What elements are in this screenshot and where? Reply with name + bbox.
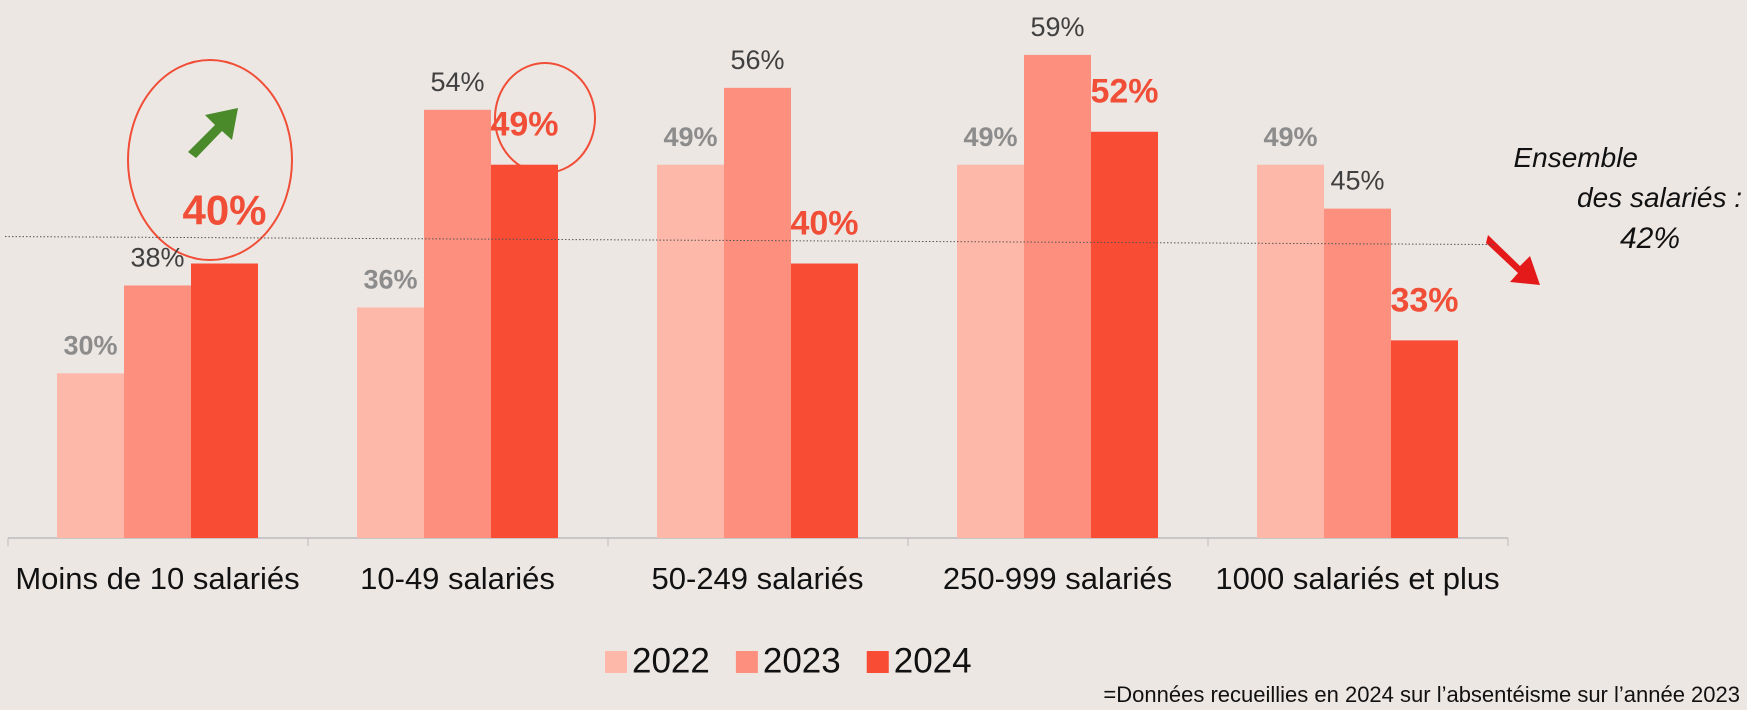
bar (191, 263, 258, 538)
data-label: 49% (963, 122, 1017, 152)
bar (1091, 131, 1158, 538)
data-label: 52% (1090, 73, 1158, 111)
reference-value-label: 42% (1620, 222, 1680, 255)
x-tick-label: 50-249 salariés (651, 561, 864, 596)
x-tick-label: 10-49 salariés (360, 561, 555, 596)
up-arrow (188, 108, 238, 158)
bar (1257, 164, 1324, 538)
highlight-circle (127, 59, 293, 261)
legend-label: 2023 (763, 641, 841, 680)
bar (1324, 208, 1391, 538)
data-label: 40% (182, 187, 266, 234)
data-label: 38% (130, 243, 184, 273)
bar (791, 263, 858, 538)
reference-label: Ensemble des salariés : (1513, 142, 1742, 213)
x-tick-label: 250-999 salariés (942, 561, 1173, 596)
legend-swatch (735, 651, 758, 673)
legend-swatch (605, 651, 627, 673)
data-label: 40% (790, 204, 858, 242)
data-label: 49% (1263, 122, 1317, 152)
bar (1391, 340, 1458, 538)
data-label: 49% (490, 106, 558, 144)
bar (957, 164, 1024, 538)
footnote: =Données recueillies en 2024 sur l’absen… (1103, 682, 1740, 707)
legend-label: 2022 (632, 641, 710, 680)
data-label: 54% (430, 67, 484, 97)
legend-label: 2024 (894, 641, 972, 680)
x-tick-label: 1000 salariés et plus (1215, 561, 1500, 596)
bar (491, 164, 558, 538)
bar (657, 164, 724, 538)
data-label: 30% (63, 330, 117, 360)
data-label: 45% (1330, 166, 1384, 196)
bar (124, 285, 191, 538)
data-label: 33% (1390, 281, 1458, 319)
data-label: 59% (1030, 12, 1084, 42)
down-arrow (1486, 235, 1540, 285)
bar (424, 109, 491, 538)
data-label: 56% (730, 45, 784, 75)
bar (57, 373, 124, 538)
bar (357, 307, 424, 538)
data-label: 49% (663, 122, 717, 152)
data-label: 36% (363, 265, 417, 295)
legend-swatch (866, 651, 889, 673)
x-tick-label: Moins de 10 salariés (15, 561, 300, 596)
bar (724, 87, 791, 538)
bar (1024, 54, 1091, 539)
